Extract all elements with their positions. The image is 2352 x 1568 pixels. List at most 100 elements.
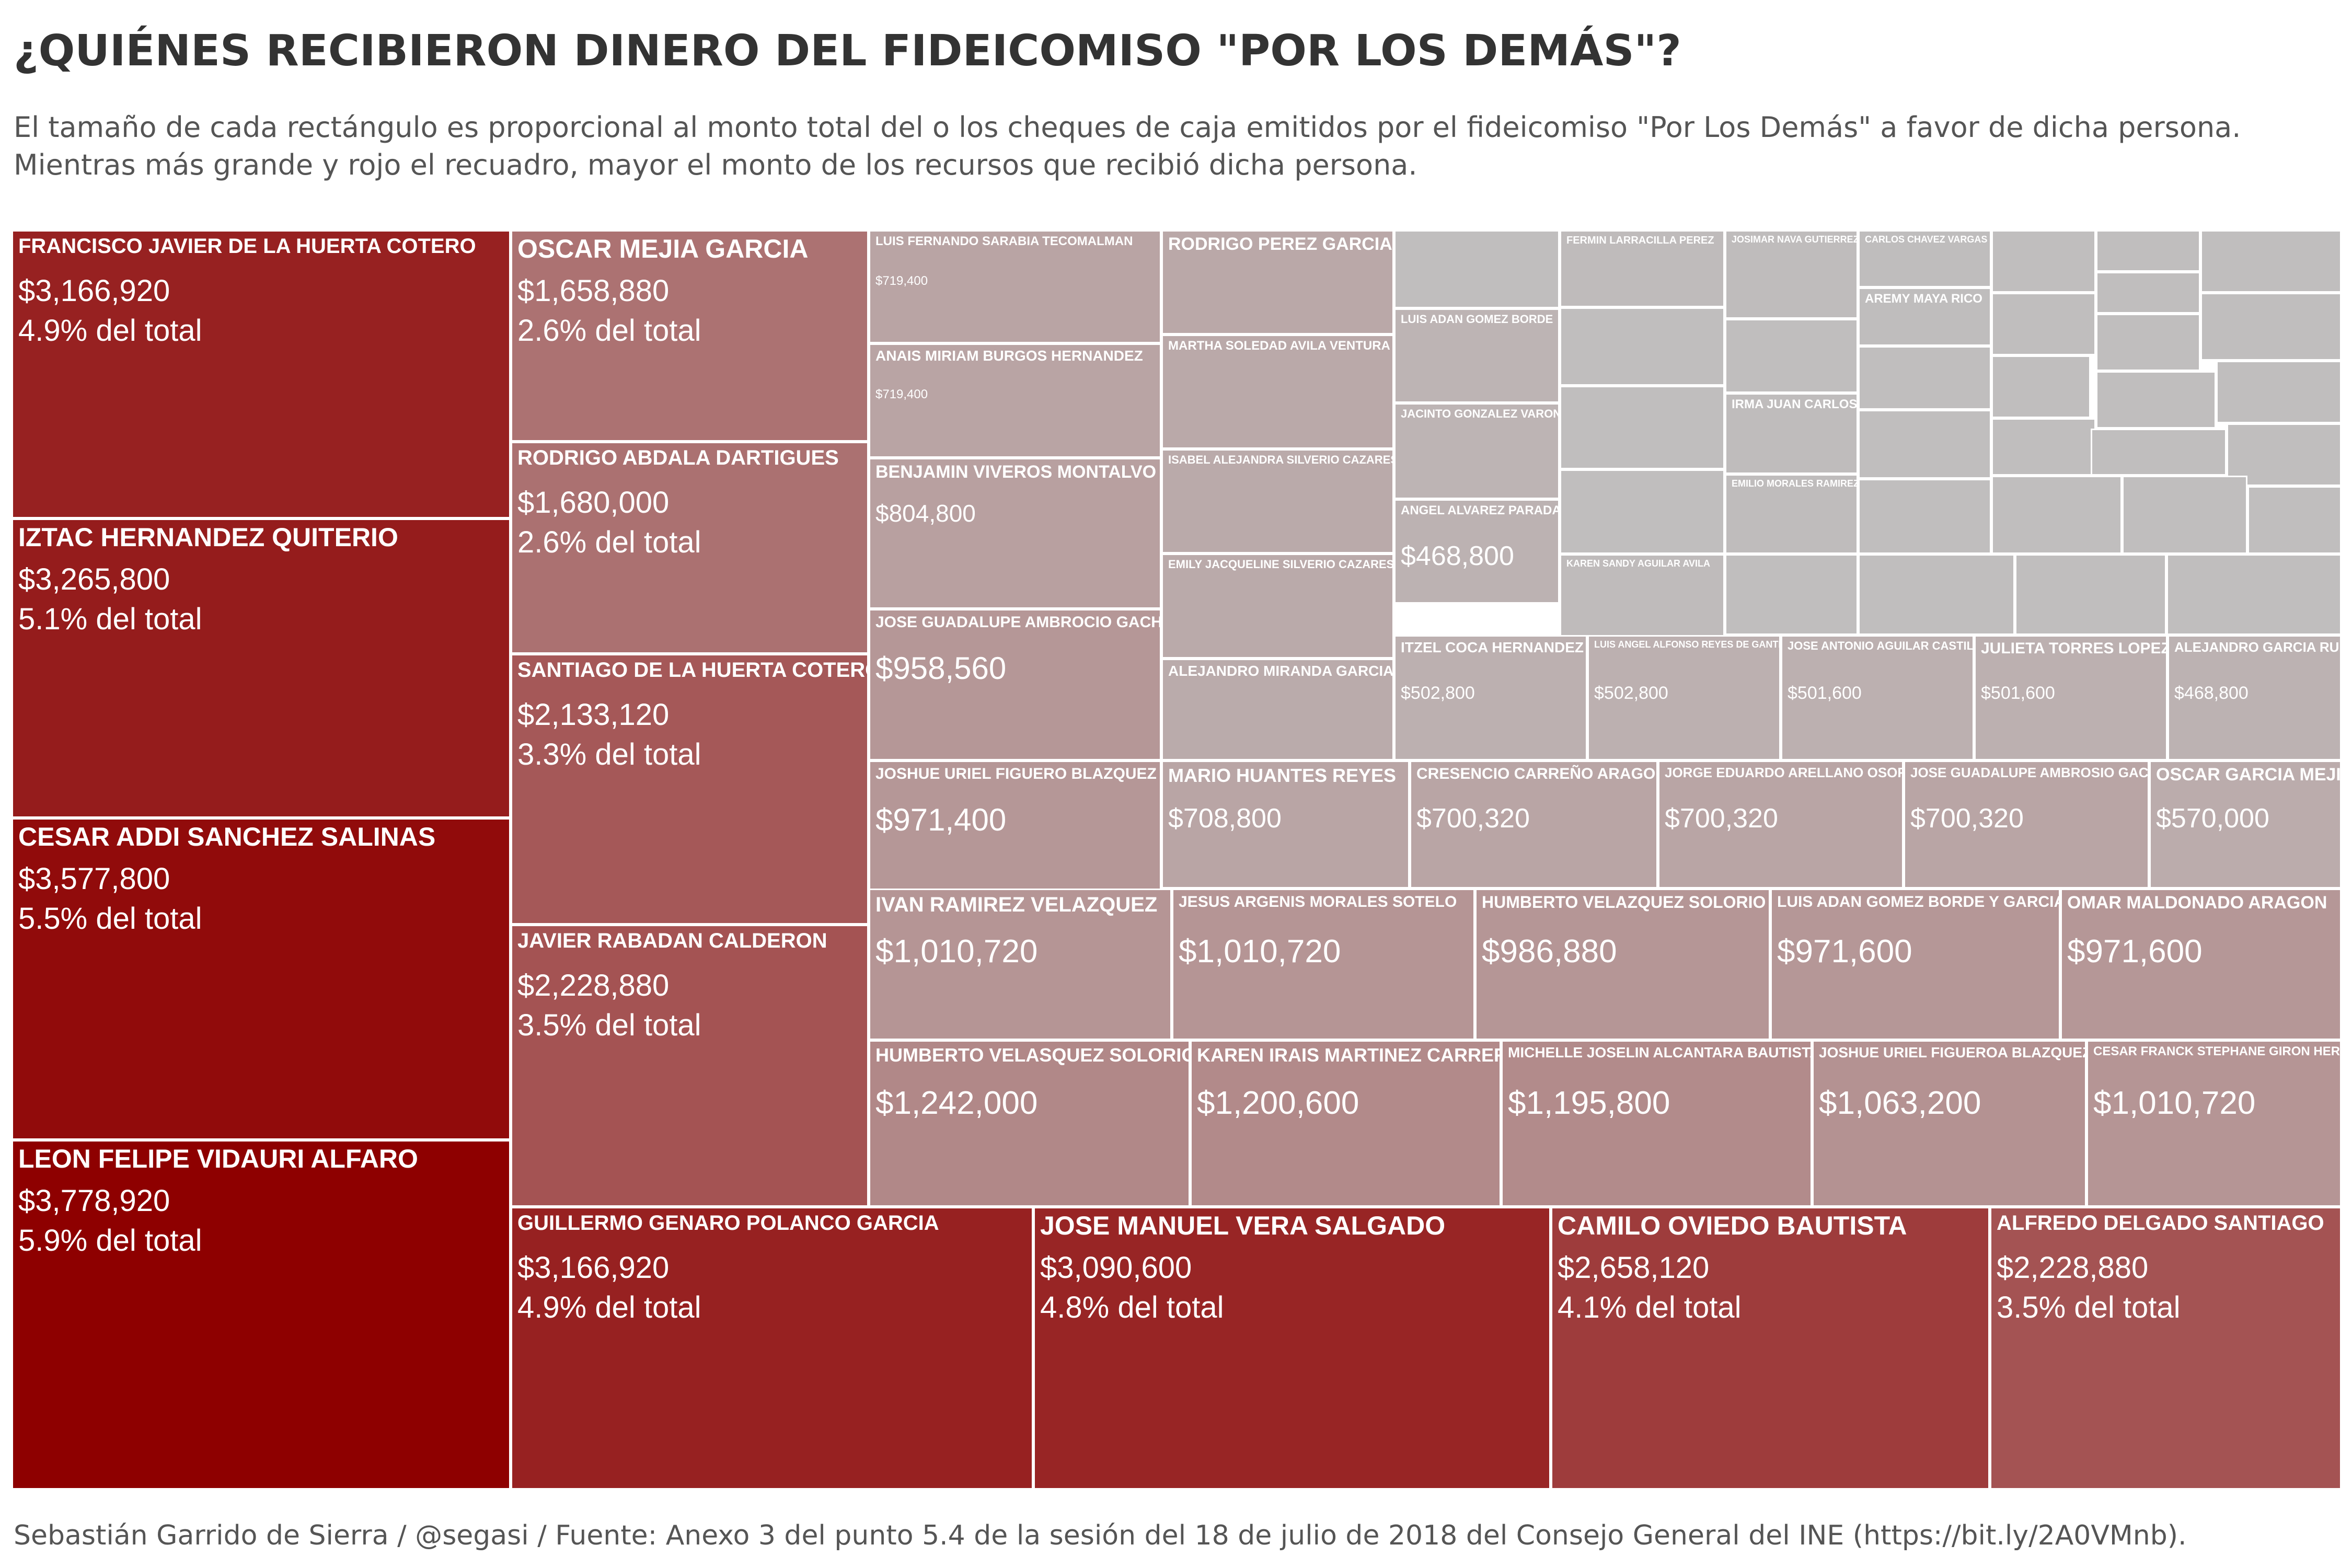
treemap-cell-unlabeled bbox=[2166, 554, 2342, 635]
treemap-cell-unlabeled bbox=[2216, 361, 2342, 423]
cell-amount-label: $719,400 bbox=[875, 274, 928, 288]
cell-name-label: IZTAC HERNANDEZ QUITERIO bbox=[18, 523, 398, 552]
treemap-cell-unlabeled bbox=[2096, 314, 2200, 371]
cell-pct-label: 2.6% del total bbox=[517, 525, 701, 559]
treemap-cell: FERMIN LARRACILLA PEREZ bbox=[1560, 230, 1725, 307]
treemap-cell: JOSHUE URIEL FIGUEROA BLAZQUEZ $1,063,200 bbox=[1812, 1040, 2086, 1207]
cell-name-label: LUIS ADAN GOMEZ BORDE Y GARCIA bbox=[1777, 893, 2060, 910]
treemap-cell-unlabeled bbox=[1991, 355, 2091, 418]
treemap-cell-unlabeled bbox=[1560, 386, 1725, 469]
treemap-cell: EMILY JACQUELINE SILVERIO CAZARES bbox=[1161, 554, 1394, 659]
treemap-cell-unlabeled bbox=[1991, 476, 2122, 554]
treemap-cell-unlabeled bbox=[1725, 319, 1858, 393]
treemap-cell: ITZEL COCA HERNANDEZ $502,800 bbox=[1394, 635, 1587, 760]
cell-name-label: JOSIMAR NAVA GUTIERREZ bbox=[1732, 234, 1858, 245]
cell-name-label: FERMIN LARRACILLA PEREZ bbox=[1566, 235, 1714, 246]
cell-amount-label: $502,800 bbox=[1594, 683, 1668, 703]
treemap-cell: JOSIMAR NAVA GUTIERREZ bbox=[1725, 230, 1858, 319]
cell-name-label: RODRIGO PEREZ GARCIA bbox=[1168, 234, 1392, 254]
cell-amount-label: $1,010,720 bbox=[875, 933, 1038, 970]
cell-name-label: EMILIO MORALES RAMIREZ bbox=[1732, 478, 1858, 489]
cell-amount-label: $1,063,200 bbox=[1819, 1085, 1981, 1121]
treemap-cell: MARTHA SOLEDAD AVILA VENTURA bbox=[1161, 335, 1394, 449]
cell-name-label: ALFREDO DELGADO SANTIAGO bbox=[1997, 1212, 2324, 1235]
treemap-cell: IVAN RAMIREZ VELAZQUEZ $1,010,720 bbox=[869, 889, 1172, 1040]
treemap-cell: MARIO HUANTES REYES $708,800 bbox=[1161, 760, 1410, 889]
cell-name-label: IRMA JUAN CARLOS bbox=[1732, 397, 1858, 411]
cell-amount-label: $468,800 bbox=[2174, 683, 2249, 703]
cell-name-label: CAMILO OVIEDO BAUTISTA bbox=[1558, 1211, 1907, 1240]
cell-name-label: MARIO HUANTES REYES bbox=[1168, 765, 1397, 786]
treemap-cell: ALEJANDRO GARCIA RUEDA $468,800 bbox=[2167, 635, 2342, 760]
cell-name-label: ITZEL COCA HERNANDEZ bbox=[1401, 639, 1584, 655]
treemap-cell: HUMBERTO VELASQUEZ SOLORIO $1,242,000 bbox=[869, 1040, 1190, 1207]
cell-amount-label: $2,228,880 bbox=[1997, 1251, 2149, 1285]
treemap-cell-unlabeled bbox=[2091, 429, 2227, 476]
treemap-cell: JOSE ANTONIO AGUILAR CASTILLEJOS $501,600 bbox=[1781, 635, 1974, 760]
cell-name-label: CESAR FRANCK STEPHANE GIRON HERNANDEZ bbox=[2093, 1044, 2341, 1058]
cell-amount-label: $2,133,120 bbox=[517, 698, 670, 732]
cell-pct-label: 4.9% del total bbox=[517, 1290, 701, 1324]
treemap-cell: ANGEL ALVAREZ PARADA $468,800 bbox=[1394, 499, 1560, 604]
treemap-cell-unlabeled bbox=[1991, 418, 2096, 476]
cell-name-label: MICHELLE JOSELIN ALCANTARA BAUTISTA bbox=[1508, 1044, 1812, 1060]
cell-name-label: GUILLERMO GENARO POLANCO GARCIA bbox=[517, 1212, 939, 1235]
cell-pct-label: 3.3% del total bbox=[517, 737, 701, 771]
cell-name-label: ALEJANDRO GARCIA RUEDA bbox=[2174, 639, 2340, 655]
treemap-cell-unlabeled bbox=[1560, 307, 1725, 386]
cell-name-label: JAVIER RABADAN CALDERON bbox=[517, 929, 827, 952]
cell-name-label: JOSE GUADALUPE AMBROCIO GACHUZ bbox=[875, 614, 1161, 631]
treemap-cell-unlabeled bbox=[1725, 554, 1858, 635]
cell-amount-label: $3,778,920 bbox=[18, 1184, 170, 1218]
treemap-cell-unlabeled bbox=[1858, 410, 1991, 479]
treemap-cell: MICHELLE JOSELIN ALCANTARA BAUTISTA $1,19… bbox=[1501, 1040, 1812, 1207]
treemap-cell-unlabeled bbox=[2200, 293, 2342, 361]
cell-name-label: ANAIS MIRIAM BURGOS HERNANDEZ bbox=[875, 348, 1143, 364]
cell-name-label: JORGE EDUARDO ARELLANO OSORIO bbox=[1665, 765, 1904, 780]
treemap-cell: ISABEL ALEJANDRA SILVERIO CAZARES bbox=[1161, 449, 1394, 554]
cell-amount-label: $1,658,880 bbox=[517, 274, 670, 308]
cell-amount-label: $986,880 bbox=[1482, 933, 1617, 970]
treemap-cell: OSCAR GARCIA MEJIA $570,000 bbox=[2149, 760, 2342, 889]
cell-amount-label: $468,800 bbox=[1401, 541, 1514, 571]
treemap-cell: JULIETA TORRES LOPEZ $501,600 bbox=[1974, 635, 2167, 760]
treemap-cell: IRMA JUAN CARLOS bbox=[1725, 393, 1858, 474]
cell-amount-label: $3,090,600 bbox=[1040, 1251, 1192, 1285]
cell-name-label: OSCAR MEJIA GARCIA bbox=[517, 234, 809, 263]
treemap-cell: GUILLERMO GENARO POLANCO GARCIA $3,166,92… bbox=[511, 1207, 1033, 1490]
treemap-cell: JACINTO GONZALEZ VARONA bbox=[1394, 403, 1560, 499]
treemap-cell: LEON FELIPE VIDAURI ALFARO $3,778,920 5.9%… bbox=[11, 1140, 511, 1490]
cell-name-label: HUMBERTO VELAZQUEZ SOLORIO bbox=[1482, 893, 1766, 912]
cell-name-label: FRANCISCO JAVIER DE LA HUERTA COTERO bbox=[18, 235, 476, 258]
treemap-cell: JAVIER RABADAN CALDERON $2,228,880 3.5% de… bbox=[511, 925, 869, 1207]
cell-name-label: LUIS FERNANDO SARABIA TECOMALMAN bbox=[875, 234, 1133, 248]
cell-amount-label: $1,680,000 bbox=[517, 486, 670, 520]
treemap-cell: EMILIO MORALES RAMIREZ bbox=[1725, 474, 1858, 554]
cell-name-label: LUIS ADAN GOMEZ BORDE bbox=[1401, 313, 1553, 326]
treemap-cell: RODRIGO PEREZ GARCIA bbox=[1161, 230, 1394, 335]
cell-pct-label: 4.1% del total bbox=[1558, 1290, 1742, 1324]
treemap-cell: OSCAR MEJIA GARCIA $1,658,880 2.6% del tot… bbox=[511, 230, 869, 442]
cell-amount-label: $971,600 bbox=[2067, 933, 2203, 970]
treemap-cell: JOSHUE URIEL FIGUERO BLAZQUEZ $971,400 bbox=[869, 760, 1161, 910]
cell-amount-label: $501,600 bbox=[1788, 683, 1862, 703]
cell-pct-label: 3.5% del total bbox=[1997, 1290, 2181, 1324]
treemap-cell: CARLOS CHAVEZ VARGAS bbox=[1858, 230, 1991, 287]
cell-pct-label: 4.8% del total bbox=[1040, 1290, 1224, 1324]
treemap-cell: BENJAMIN VIVEROS MONTALVO $804,800 bbox=[869, 458, 1161, 609]
treemap-cell: JOSE GUADALUPE AMBROSIO GACHUZ $700,320 bbox=[1904, 760, 2149, 889]
treemap-cell: FRANCISCO JAVIER DE LA HUERTA COTERO $3,1… bbox=[11, 230, 511, 518]
treemap-cell-unlabeled bbox=[1858, 479, 1991, 554]
cell-amount-label: $1,242,000 bbox=[875, 1085, 1038, 1121]
treemap-cell-unlabeled bbox=[1991, 293, 2096, 355]
cell-amount-label: $971,600 bbox=[1777, 933, 1912, 970]
cell-pct-label: 5.5% del total bbox=[18, 902, 202, 936]
cell-name-label: JOSE ANTONIO AGUILAR CASTILLEJOS bbox=[1788, 639, 1974, 652]
cell-amount-label: $1,195,800 bbox=[1508, 1085, 1670, 1121]
treemap-cell: IZTAC HERNANDEZ QUITERIO $3,265,800 5.1% d… bbox=[11, 518, 511, 818]
treemap-cell-unlabeled bbox=[2247, 486, 2342, 554]
cell-amount-label: $719,400 bbox=[875, 387, 928, 401]
cell-amount-label: $1,010,720 bbox=[2093, 1085, 2256, 1121]
cell-amount-label: $502,800 bbox=[1401, 683, 1475, 703]
cell-amount-label: $804,800 bbox=[875, 500, 976, 527]
